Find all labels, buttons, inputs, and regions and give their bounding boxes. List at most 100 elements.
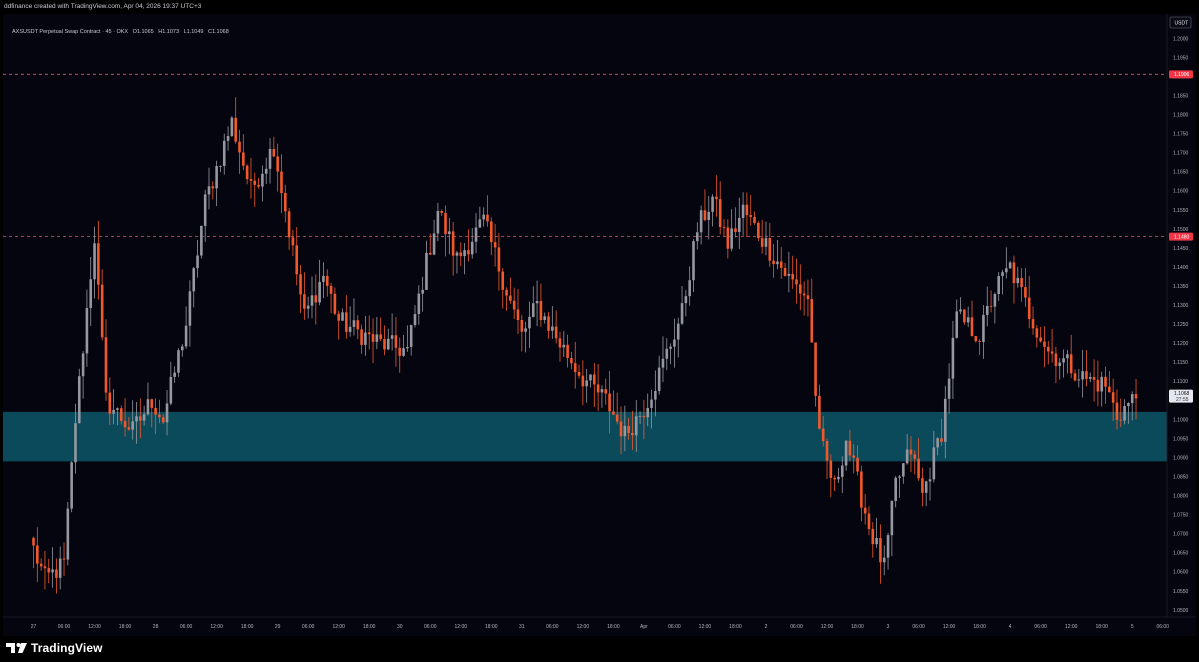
candle-body [89, 279, 93, 308]
candle-body [345, 312, 348, 332]
candle-body [341, 312, 344, 321]
y-tick-label: 1.1200 [1173, 341, 1189, 347]
candle-body [665, 348, 669, 359]
candle-body [821, 428, 825, 442]
candle-body [280, 171, 283, 194]
x-tick-label: 12:00 [332, 624, 345, 630]
candle-body [615, 414, 619, 422]
candle-body [936, 438, 939, 448]
candle-body [585, 380, 588, 387]
currency-button[interactable] [1169, 16, 1192, 29]
x-tick-label: 18:00 [607, 624, 620, 630]
candle-body [207, 186, 211, 195]
candle-body [161, 417, 165, 423]
candle-body [1012, 262, 1016, 284]
candle-body [737, 217, 741, 232]
candle-body [978, 341, 981, 342]
candle-body [474, 227, 478, 242]
level-price-tag-1 [1169, 232, 1193, 241]
candle-body [810, 299, 814, 343]
candle-body [108, 392, 112, 414]
price-axis[interactable] [1167, 14, 1196, 636]
candle-body [184, 325, 188, 347]
candle-body [1058, 362, 1062, 366]
candle-body [77, 376, 81, 424]
candle-body [974, 336, 978, 342]
candle-body [989, 305, 993, 307]
candle-body [840, 465, 844, 477]
candle-body [85, 307, 89, 354]
y-tick-label: 1.0950 [1173, 436, 1189, 442]
candle-body [314, 295, 318, 303]
candle-body [837, 476, 840, 480]
candle-body [238, 141, 241, 153]
candle-body [55, 569, 58, 578]
candle-body [306, 305, 310, 309]
last-price-tag [1169, 389, 1193, 403]
candle-body [1050, 351, 1054, 354]
candle-body [833, 477, 836, 480]
candle-body [531, 303, 535, 317]
candle-body [352, 320, 356, 327]
candle-body [543, 316, 547, 320]
y-tick-label: 1.0600 [1173, 570, 1189, 576]
legend-low: L1.1049 [183, 29, 204, 35]
candle-body [966, 317, 970, 323]
y-tick-label: 1.1750 [1173, 132, 1189, 138]
candle-body [226, 136, 230, 141]
candle-body [863, 507, 867, 514]
candle-body [1130, 394, 1134, 404]
x-tick-label: 4 [1009, 624, 1012, 630]
candle-body [997, 276, 1000, 295]
candle-body [608, 393, 611, 412]
x-tick-label: 18:00 [851, 624, 864, 630]
x-tick-label: 12:00 [577, 624, 590, 630]
candle-body [1108, 386, 1111, 393]
candle-body [154, 407, 157, 415]
candle-body [386, 338, 390, 350]
candle-body [417, 293, 421, 315]
candle-body [100, 284, 104, 338]
candle-body [676, 323, 680, 340]
candle-body [215, 165, 218, 189]
footer-bar [0, 636, 1199, 662]
candle-body [1069, 354, 1073, 374]
legend-open: O1.1065 [132, 29, 154, 35]
candle-body [448, 231, 451, 235]
candle-body [257, 184, 260, 187]
candle-body [93, 243, 96, 280]
candle-body [425, 252, 428, 290]
candle-body [127, 427, 131, 430]
level-price-label-1: 1.1480 [1174, 234, 1190, 240]
legend-close: C1.1068 [207, 29, 229, 35]
candle-body [200, 225, 203, 256]
y-tick-label: 1.1400 [1173, 265, 1189, 271]
candle-body [795, 279, 798, 285]
candle-body [249, 179, 253, 181]
candle-body [325, 275, 329, 286]
candle-body [39, 563, 43, 567]
candle-body [791, 273, 794, 280]
x-tick-label: 06:00 [424, 624, 437, 630]
candle-body [329, 285, 333, 294]
candle-body [367, 332, 371, 335]
candle-body [650, 399, 653, 408]
candle-body [303, 294, 306, 309]
candle-body [459, 252, 463, 257]
candle-body [722, 227, 726, 228]
chart-credit: ddfinance created with TradingView.com, … [4, 3, 202, 10]
candle-body [875, 538, 878, 545]
candle-body [688, 280, 691, 297]
candle-body [593, 374, 596, 385]
level-price-tag-0 [1169, 70, 1193, 79]
candle-body [814, 342, 817, 396]
candle-body [634, 416, 638, 436]
candle-body [478, 219, 482, 228]
candle-body [375, 334, 379, 342]
candle-body [62, 558, 66, 560]
chart-area[interactable]: 1.20001.19501.19001.18501.18001.17501.17… [3, 14, 1196, 636]
candlestick-chart[interactable]: 1.20001.19501.19001.18501.18001.17501.17… [3, 14, 1196, 636]
candle-body [222, 140, 226, 166]
candle-body [394, 335, 398, 348]
candle-body [413, 314, 417, 326]
